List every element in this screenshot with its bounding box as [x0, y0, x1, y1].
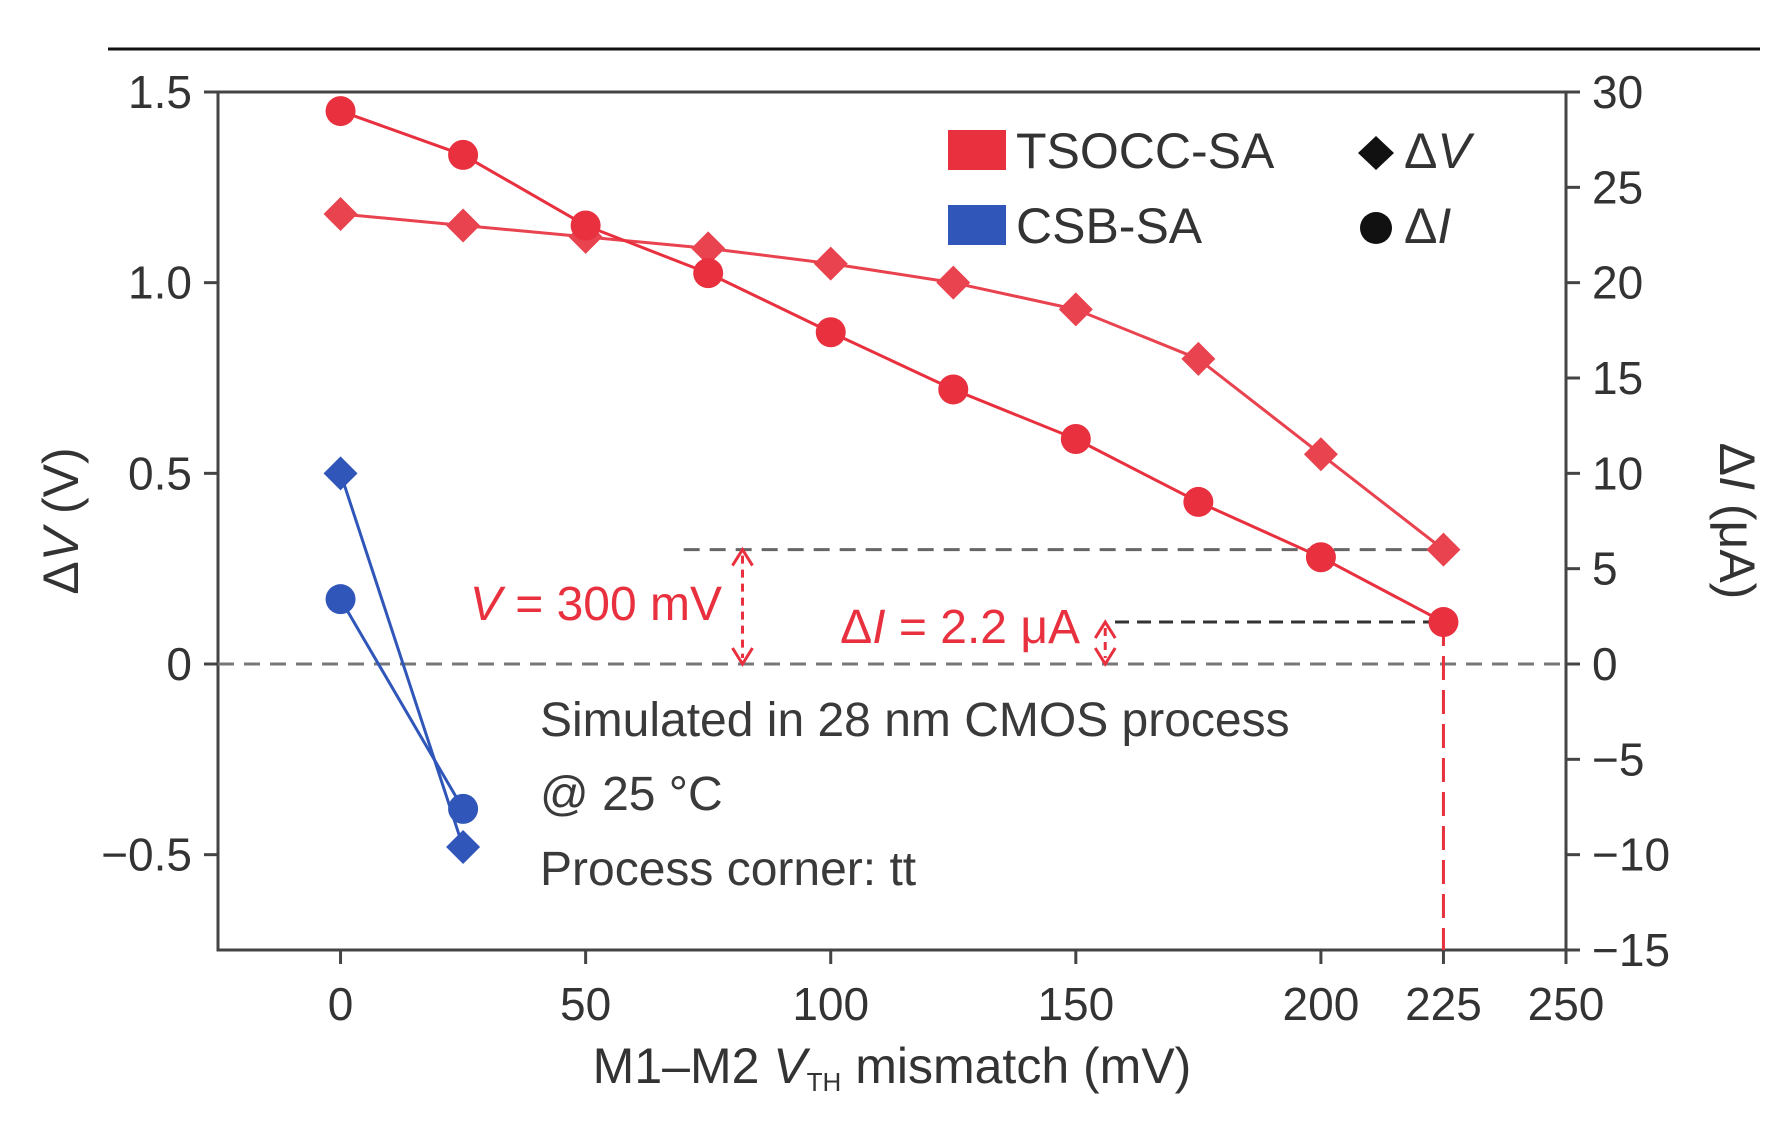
data-point-diamond	[1058, 292, 1093, 327]
y-left-tick-label: 1.5	[128, 66, 192, 118]
data-point-diamond	[1303, 437, 1338, 472]
y-right-tick-label: −15	[1592, 924, 1670, 976]
legend: TSOCC-SA CSB-SA ΔV ΔI	[948, 123, 1475, 254]
y-right-tick-label: 0	[1592, 638, 1618, 690]
y-right-tick-label: −5	[1592, 733, 1644, 785]
annotation-i-value: = 2.2 μA	[886, 601, 1080, 654]
y-left-tick-label: −0.5	[101, 829, 192, 881]
data-point-circle	[1060, 424, 1091, 455]
y-left-label-suffix: (V)	[33, 447, 89, 528]
y-axis-left-label: ΔV (V)	[33, 447, 89, 594]
data-point-diamond	[691, 231, 726, 266]
x-axis-label-prefix: M1–M2	[593, 1038, 774, 1094]
x-axis-label-suffix: mismatch (mV)	[841, 1038, 1191, 1094]
series-line-2	[339, 472, 465, 848]
y-right-tick-label: 5	[1592, 543, 1618, 595]
axis-ticks: 0 50 100 150 200 225 250−0.500.51.01.5−15−10−5…	[101, 66, 1670, 1030]
data-point-circle	[570, 210, 601, 241]
annotation-v-var: V	[470, 578, 506, 631]
legend-dv-var: V	[1437, 123, 1475, 179]
y-right-tick-label: 25	[1592, 161, 1643, 213]
legend-swatch-tsocc	[948, 130, 1006, 170]
y-left-label-prefix: Δ	[33, 561, 89, 594]
x-tick-label: 225	[1405, 978, 1482, 1030]
data-point-circle	[693, 258, 724, 289]
data-point-circle	[448, 793, 479, 824]
x-axis-label-var: V	[773, 1038, 811, 1094]
legend-label-csb: CSB-SA	[1016, 198, 1203, 254]
y-right-tick-label: 15	[1592, 352, 1643, 404]
x-tick-label: 250	[1528, 978, 1605, 1030]
x-tick-label: 200	[1283, 978, 1360, 1030]
annotations: V = 300 mV ΔI = 2.2 μA	[470, 546, 1117, 667]
legend-di-prefix: Δ	[1404, 198, 1437, 254]
i-arrow-head-bottom	[1093, 647, 1117, 667]
legend-label-delta-i: ΔI	[1404, 198, 1451, 254]
note-temperature: @ 25 °C	[540, 768, 723, 821]
x-axis-label-sub: TH	[807, 1067, 842, 1097]
data-point-diamond	[323, 456, 358, 491]
legend-swatch-csb	[948, 205, 1006, 245]
legend-di-var: I	[1437, 198, 1451, 254]
data-point-diamond	[446, 208, 481, 243]
legend-diamond-marker	[1358, 136, 1394, 170]
annotation-v: V = 300 mV	[470, 578, 722, 631]
x-tick-label: 0	[328, 978, 354, 1030]
y-right-label-prefix: Δ	[1709, 443, 1765, 476]
data-point-diamond	[936, 265, 971, 300]
note-process: Simulated in 28 nm CMOS process	[540, 694, 1290, 747]
y-axis-right-label: ΔI (μA)	[1709, 443, 1765, 600]
series-line-1	[340, 109, 1445, 624]
data-point-circle	[815, 317, 846, 348]
plot-frame	[216, 90, 1568, 952]
annotation-i-var: I	[872, 601, 885, 654]
legend-dv-prefix: Δ	[1404, 123, 1437, 179]
series-line-3	[339, 598, 465, 810]
y-left-label-var: V	[33, 523, 89, 561]
y-right-tick-label: −10	[1592, 829, 1670, 881]
y-left-tick-label: 0	[166, 638, 192, 690]
annotation-v-value: = 300 mV	[502, 578, 722, 631]
x-tick-label: 50	[560, 978, 611, 1030]
series-line-0	[340, 212, 1445, 551]
legend-label-tsocc: TSOCC-SA	[1016, 123, 1275, 179]
data-point-circle	[1305, 542, 1336, 573]
x-axis-label: M1–M2 VTH mismatch (mV)	[593, 1038, 1192, 1097]
legend-circle-marker	[1360, 212, 1392, 244]
x-tick-label: 150	[1037, 978, 1114, 1030]
data-series	[323, 96, 1461, 865]
annotation-i: ΔI = 2.2 μA	[840, 601, 1080, 654]
annotation-i-prefix: Δ	[840, 601, 872, 654]
data-point-circle	[1183, 486, 1214, 517]
data-point-diamond	[446, 830, 481, 865]
data-point-circle	[1428, 607, 1459, 638]
y-left-tick-label: 0.5	[128, 447, 192, 499]
data-point-circle	[448, 139, 479, 170]
y-right-tick-label: 10	[1592, 447, 1643, 499]
i-arrow-head-top	[1093, 619, 1117, 639]
legend-label-delta-v: ΔV	[1404, 123, 1475, 179]
v-arrow-head-bottom	[731, 647, 754, 667]
data-point-diamond	[1426, 532, 1461, 567]
note-corner: Process corner: tt	[540, 843, 916, 896]
data-point-circle	[325, 584, 356, 615]
v-arrow-head-top	[731, 546, 754, 567]
y-right-tick-label: 30	[1592, 66, 1643, 118]
data-point-circle	[938, 374, 969, 405]
x-tick-label: 100	[792, 978, 869, 1030]
y-right-label-suffix: (μA)	[1709, 490, 1765, 599]
y-right-tick-label: 20	[1592, 257, 1643, 309]
y-left-tick-label: 1.0	[128, 257, 192, 309]
data-point-diamond	[323, 197, 358, 232]
y-right-label-var: I	[1709, 476, 1765, 490]
data-point-circle	[325, 96, 356, 127]
data-point-diamond	[813, 246, 848, 281]
data-point-diamond	[1181, 341, 1216, 376]
